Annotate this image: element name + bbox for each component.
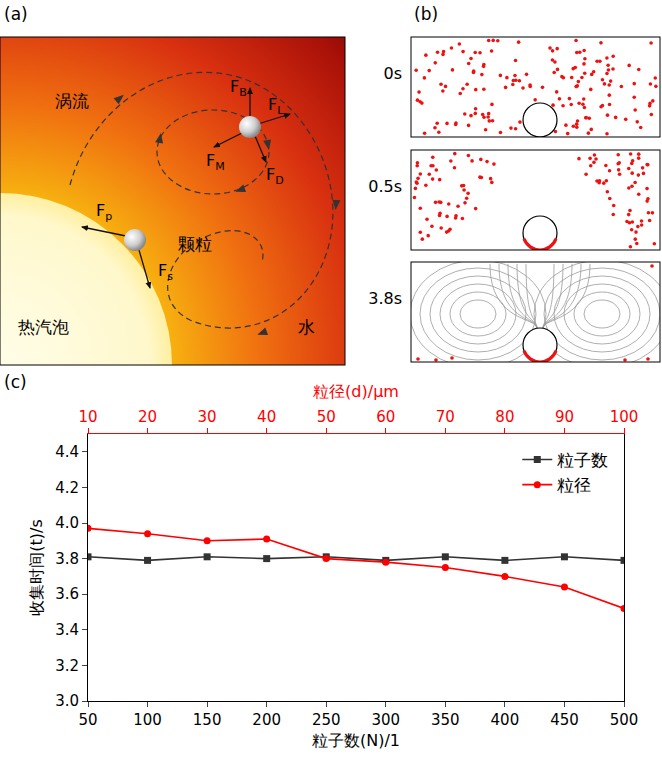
- svg-text:350: 350: [431, 711, 460, 729]
- svg-text:300: 300: [371, 711, 400, 729]
- svg-text:30: 30: [198, 408, 217, 426]
- svg-text:4.2: 4.2: [55, 479, 79, 497]
- svg-text:10: 10: [78, 408, 97, 426]
- html-text:(a): (a): [4, 4, 28, 24]
- svg-text:Fs: Fs: [158, 261, 173, 283]
- svg-text:3.6: 3.6: [55, 585, 79, 603]
- svg-text:200: 200: [252, 711, 281, 729]
- svg-text:0s: 0s: [383, 64, 402, 83]
- svg-text:粒径(d)/μm: 粒径(d)/μm: [313, 382, 399, 401]
- svg-text:颗粒: 颗粒: [178, 234, 212, 254]
- svg-text:40: 40: [257, 408, 276, 426]
- svg-text:粒子数(N)/1: 粒子数(N)/1: [312, 731, 400, 750]
- svg-text:50: 50: [317, 408, 336, 426]
- svg-text:70: 70: [436, 408, 455, 426]
- svg-text:FB: FB: [230, 77, 247, 99]
- svg-text:20: 20: [138, 408, 157, 426]
- svg-text:250: 250: [312, 711, 341, 729]
- svg-text:3.0: 3.0: [55, 692, 79, 710]
- svg-text:4.4: 4.4: [55, 443, 79, 461]
- svg-text:水: 水: [298, 317, 315, 337]
- svg-text:4.0: 4.0: [55, 514, 79, 532]
- svg-text:3.2: 3.2: [55, 657, 79, 675]
- svg-text:FM: FM: [206, 151, 225, 173]
- svg-text:热汽泡: 热汽泡: [18, 317, 69, 337]
- svg-text:450: 450: [550, 711, 579, 729]
- svg-text:100: 100: [610, 408, 639, 426]
- svg-text:400: 400: [491, 711, 520, 729]
- svg-text:0.5s: 0.5s: [368, 177, 402, 196]
- svg-text:收集时间(t)/s: 收集时间(t)/s: [27, 519, 46, 615]
- svg-text:FD: FD: [266, 165, 284, 187]
- svg-text:涡流: 涡流: [55, 91, 89, 111]
- svg-text:Fp: Fp: [96, 201, 112, 223]
- svg-text:粒子数: 粒子数: [557, 450, 608, 470]
- svg-text:500: 500: [610, 711, 639, 729]
- svg-text:3.8: 3.8: [55, 550, 79, 568]
- svg-text:3.4: 3.4: [55, 621, 79, 639]
- svg-text:FL: FL: [268, 95, 284, 117]
- html-text:(c): (c): [4, 372, 27, 392]
- svg-text:100: 100: [133, 711, 162, 729]
- svg-text:90: 90: [555, 408, 574, 426]
- svg-text:150: 150: [193, 711, 222, 729]
- svg-text:50: 50: [78, 711, 97, 729]
- svg-text:3.8s: 3.8s: [368, 289, 402, 308]
- svg-text:60: 60: [376, 408, 395, 426]
- html-text:(b): (b): [414, 4, 439, 24]
- svg-text:粒径: 粒径: [557, 475, 591, 495]
- svg-text:80: 80: [495, 408, 514, 426]
